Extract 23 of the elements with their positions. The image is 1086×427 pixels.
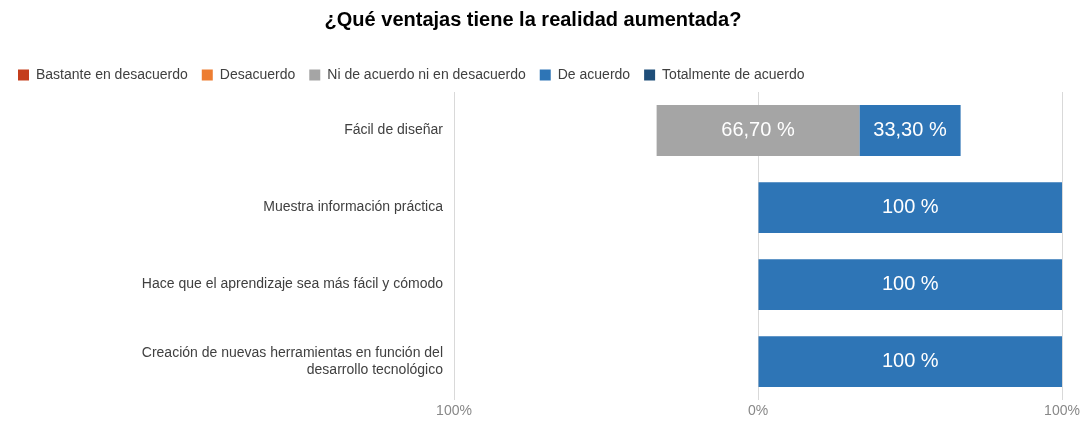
bar bbox=[758, 259, 1062, 311]
bar bbox=[758, 182, 1062, 233]
x-tick-label: 100% bbox=[436, 402, 472, 419]
data-label: 100 % bbox=[881, 349, 939, 372]
data-label: 100 % bbox=[881, 272, 939, 295]
x-tick-label: 0% bbox=[747, 402, 769, 419]
x-tick-label: 100% bbox=[1044, 402, 1080, 419]
y-tick-label: Creación de nuevas herramientas en función del desarrollo tecnológico bbox=[141, 344, 444, 377]
data-label: 66,70 % bbox=[721, 118, 795, 141]
y-tick-label: Hace que el aprendizaje sea más fácil y cómodo bbox=[141, 275, 444, 292]
chart-title: ¿Qué ventajas tiene la realidad aumentada? bbox=[324, 7, 742, 30]
legend-label: Totalmente de acuerdo bbox=[662, 65, 805, 82]
y-tick-label: Fácil de diseñar bbox=[344, 121, 444, 138]
data-label: 33,30 % bbox=[873, 118, 947, 141]
legend-label: Desacuerdo bbox=[219, 65, 296, 82]
bar bbox=[859, 105, 961, 156]
legend-label: Bastante en desacuerdo bbox=[36, 65, 188, 82]
legend-label: De acuerdo bbox=[557, 65, 631, 82]
legend-label: Ni de acuerdo ni en desacuerdo bbox=[327, 65, 526, 82]
data-label: 100 % bbox=[881, 195, 939, 218]
bar bbox=[656, 105, 860, 156]
y-tick-label: Muestra información práctica bbox=[263, 198, 444, 215]
bar bbox=[758, 336, 1062, 388]
